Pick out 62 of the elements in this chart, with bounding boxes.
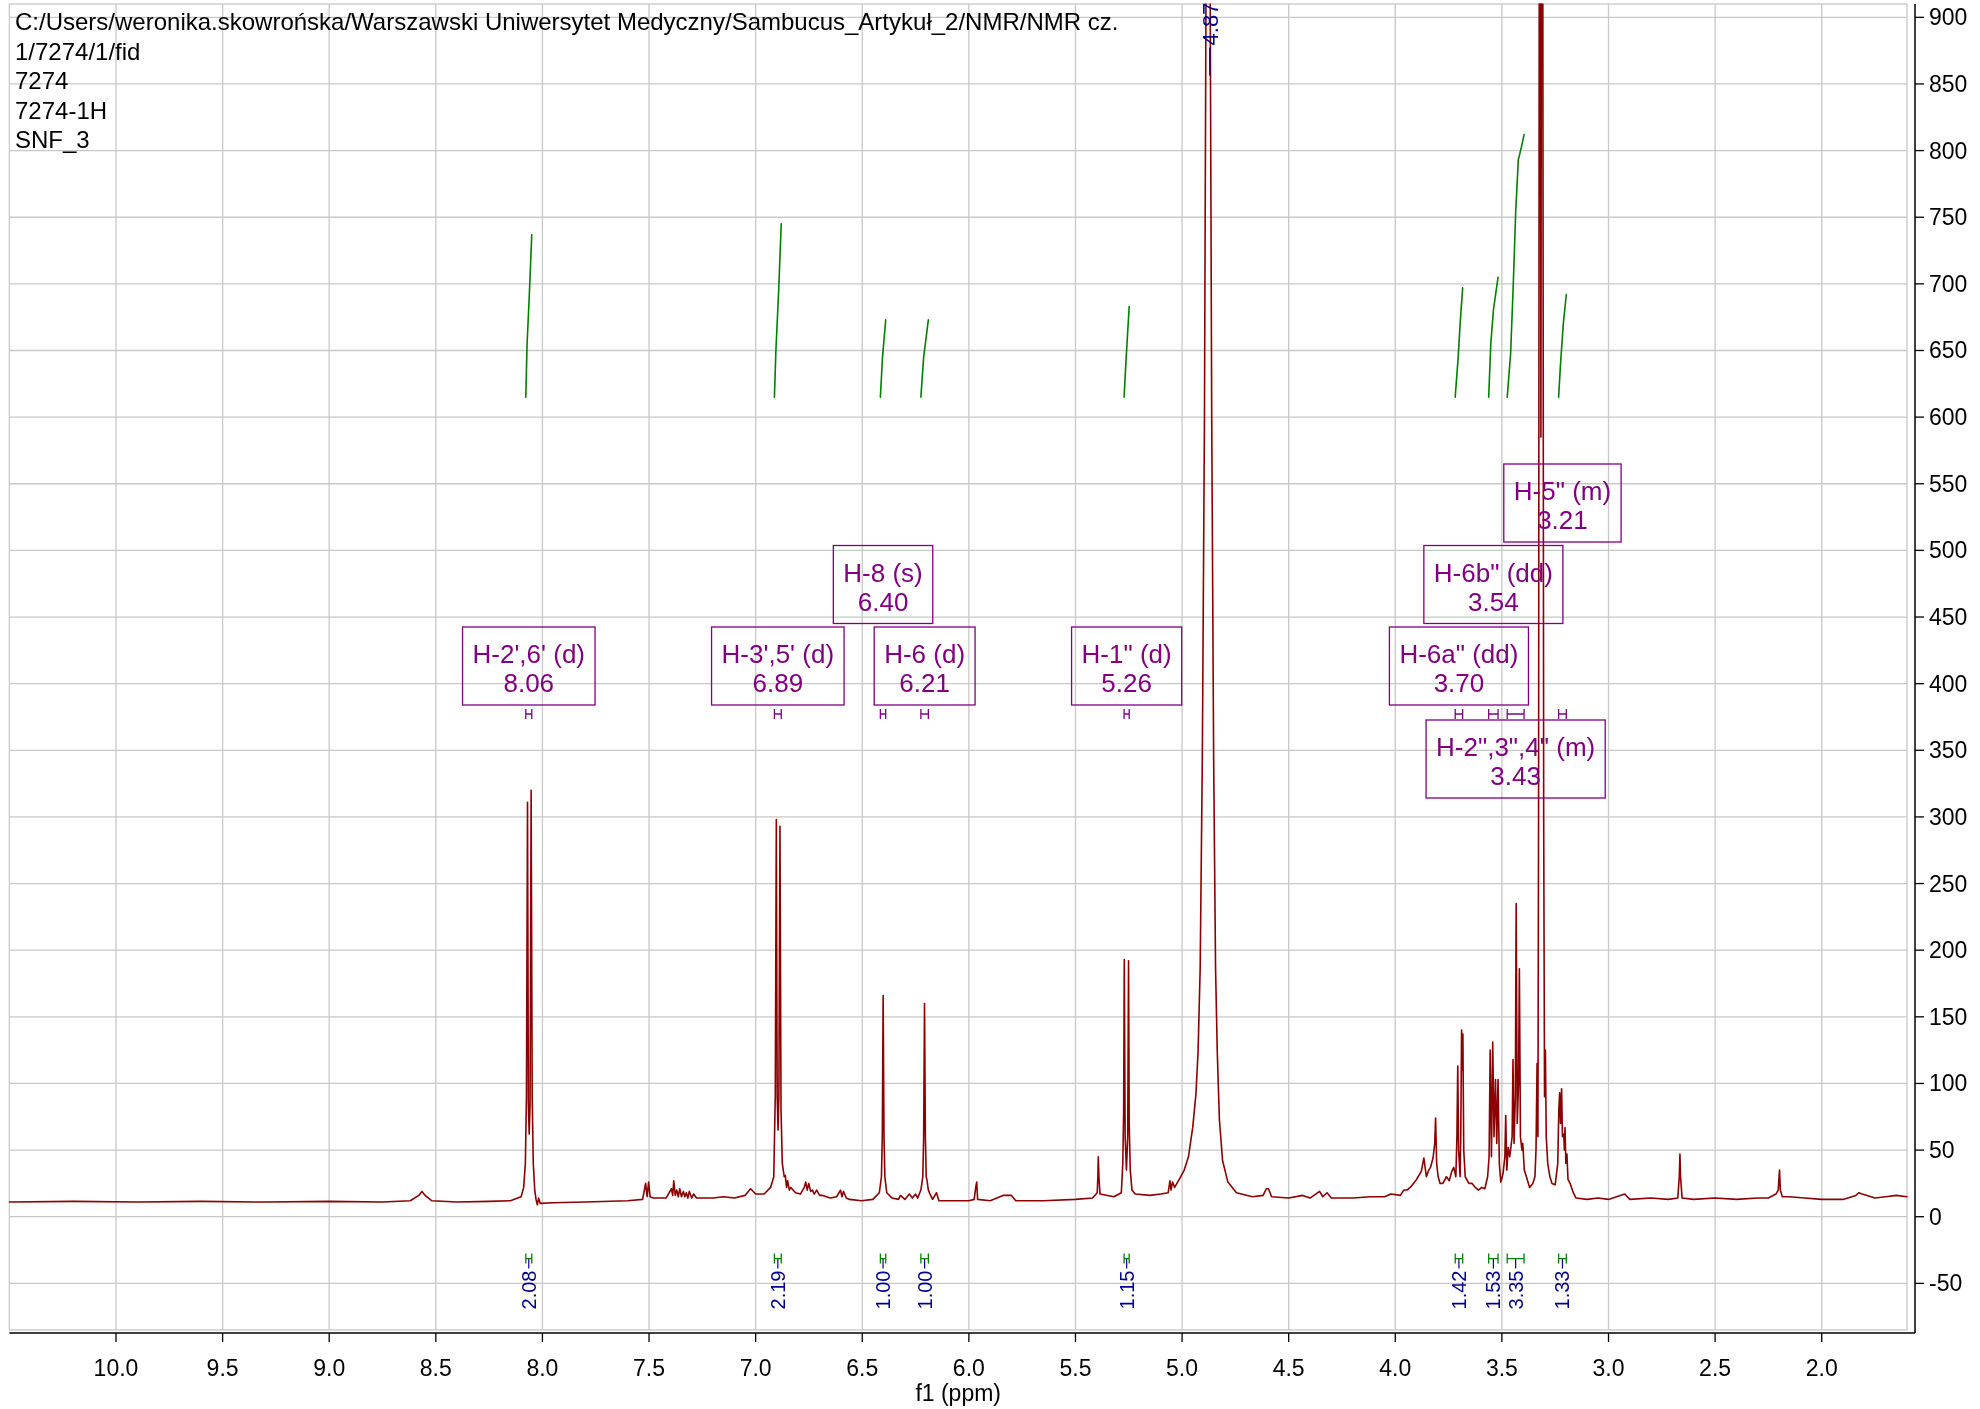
x-tick-label: 6.5 xyxy=(846,1355,879,1381)
annotation: 1.53 xyxy=(1482,1270,1505,1310)
annotation: H-2',6' (d) 8.06 xyxy=(472,639,586,698)
line-series xyxy=(1557,293,1568,398)
y-tick-label: 900 xyxy=(1929,4,1968,31)
line-series xyxy=(1454,287,1464,398)
x-tick-label: 7.5 xyxy=(633,1355,666,1381)
y-tick-label: 350 xyxy=(1929,737,1968,764)
x-tick-label: 6.0 xyxy=(952,1355,985,1381)
x-tick-label: 7.0 xyxy=(739,1355,772,1381)
annotation: H-6 (d) 6.21 xyxy=(884,639,966,698)
x-tick-label: 3.0 xyxy=(1592,1355,1625,1381)
annotation: 2.19 xyxy=(766,1270,789,1310)
y-tick-label: 300 xyxy=(1929,803,1968,830)
x-tick-label: 3.5 xyxy=(1485,1355,1518,1381)
x-tick-label: 9.0 xyxy=(313,1355,346,1381)
annotation: H-6a" (dd) 3.70 xyxy=(1399,639,1519,698)
x-tick-label: 8.5 xyxy=(419,1355,452,1381)
y-tick-label: 850 xyxy=(1929,70,1968,97)
y-tick-label: 650 xyxy=(1929,337,1968,364)
line-series xyxy=(773,223,783,398)
y-tick-label: 500 xyxy=(1929,537,1968,564)
line-series xyxy=(525,233,533,398)
y-tick-label: 150 xyxy=(1929,1003,1968,1030)
annotation: 2.08 xyxy=(517,1270,540,1310)
y-tick-label: 800 xyxy=(1929,137,1968,164)
y-tick-label: 50 xyxy=(1929,1137,1955,1164)
annotation: 1.42 xyxy=(1447,1270,1470,1310)
annotation: 1.33 xyxy=(1551,1270,1574,1310)
annotation: H-8 (s) 6.40 xyxy=(843,557,923,617)
annotation: 1.00 xyxy=(872,1270,895,1310)
annotation: 1.15 xyxy=(1115,1270,1138,1310)
x-tick-label: 4.0 xyxy=(1379,1355,1412,1381)
y-tick-label: 400 xyxy=(1929,670,1968,697)
text: C:/Users/weronika.skowrońska/Warszawski Uniwersytet Medyczny/Sambucus_Artykuł_2/NMR/NMR cz. 1/7274/1/fid xyxy=(15,8,1119,65)
y-tick-label: 200 xyxy=(1929,937,1968,964)
y-tick-label: 450 xyxy=(1929,604,1968,631)
annotation: 4.87 xyxy=(1197,2,1223,46)
annotation: 1.00 xyxy=(913,1270,936,1310)
x-tick-label: 2.5 xyxy=(1699,1355,1732,1381)
y-tick-label: 250 xyxy=(1929,870,1968,897)
x-tick-label: 2.0 xyxy=(1805,1355,1838,1381)
annotation: H-1" (d) 5.26 xyxy=(1081,639,1172,698)
x-tick-label: 9.5 xyxy=(206,1355,239,1381)
y-tick-label: 700 xyxy=(1929,270,1968,297)
y-tick-label: 600 xyxy=(1929,404,1968,431)
x-tick-label: 8.0 xyxy=(526,1355,559,1381)
x-tick-label: 10.0 xyxy=(93,1355,139,1381)
y-tick-label: 0 xyxy=(1929,1203,1942,1230)
y-tick-label: 750 xyxy=(1929,204,1968,231)
x-tick-label: 5.5 xyxy=(1059,1355,1092,1381)
y-tick-label: -50 xyxy=(1929,1270,1963,1297)
y-tick-label: 550 xyxy=(1929,470,1968,497)
annotation: 3.35 xyxy=(1504,1270,1527,1310)
line-series xyxy=(1506,133,1525,398)
x-tick-label: 5.0 xyxy=(1166,1355,1199,1381)
y-tick-label: 100 xyxy=(1929,1070,1968,1097)
annotation: H-3',5' (d) 6.89 xyxy=(721,639,835,698)
text: 7274 7274-1H SNF_3 xyxy=(15,67,108,153)
line-series xyxy=(1487,276,1499,398)
x-axis-title: f1 (ppm) xyxy=(915,1380,1002,1406)
x-tick-label: 4.5 xyxy=(1272,1355,1305,1381)
